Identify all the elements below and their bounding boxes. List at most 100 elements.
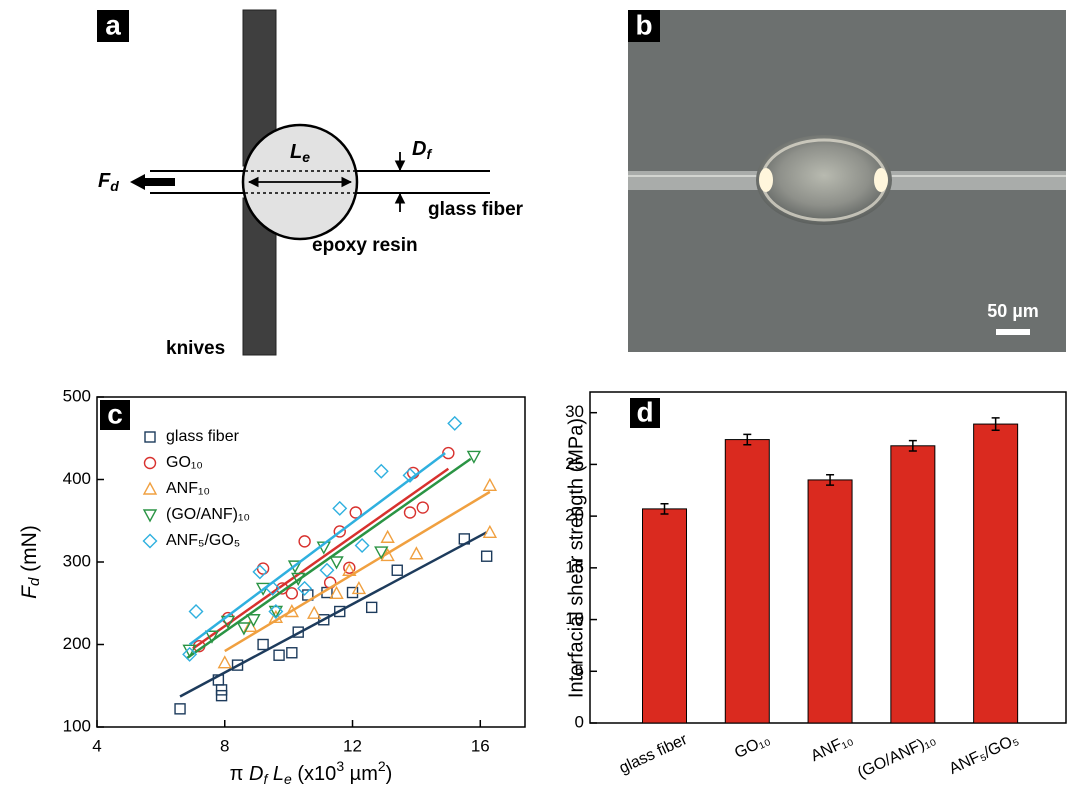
force-label: Fd	[98, 170, 119, 193]
panel-label-box	[628, 10, 660, 42]
marker	[215, 689, 228, 702]
marker	[215, 684, 228, 696]
x-tick-label: GO₁₀	[732, 731, 773, 762]
marker	[349, 506, 362, 519]
bar	[807, 479, 853, 724]
x-label-part: 3	[336, 758, 344, 774]
marker	[265, 580, 281, 596]
marker	[143, 456, 157, 470]
panel-label: b	[635, 9, 652, 40]
y-tick-label: 15	[565, 557, 584, 576]
legend-label: GO₁₀	[166, 454, 203, 471]
marker	[144, 431, 156, 443]
marker	[188, 604, 204, 619]
panel-label-box	[630, 398, 660, 428]
marker	[174, 703, 186, 715]
diameter-symbol: D	[412, 138, 426, 160]
y-tick-label: 30	[565, 402, 584, 421]
x-tick-label: ANF₅/GO₅	[947, 731, 1021, 778]
marker	[231, 659, 244, 671]
marker	[252, 564, 268, 580]
fit-line	[185, 457, 472, 660]
bar	[890, 445, 936, 724]
error-bar	[908, 439, 917, 452]
legend-label: (GO/ANF)₁₀	[166, 506, 250, 523]
marker	[480, 550, 493, 562]
marker	[142, 481, 158, 495]
marker	[217, 655, 232, 669]
y-tick-label: 0	[575, 712, 584, 731]
marker	[291, 572, 306, 586]
marker	[286, 647, 298, 659]
x-tick-label: 16	[471, 736, 490, 755]
scale-bar	[996, 329, 1030, 335]
x-tick-label: (GO/ANF)₁₀	[855, 731, 938, 782]
marker	[297, 580, 313, 596]
marker	[402, 467, 418, 483]
marker	[182, 646, 198, 662]
panel-a: a Le Fd Df glass fiber epoxy resin knive…	[97, 9, 524, 359]
y-label-part: (mN)	[18, 525, 41, 577]
droplet-glare	[759, 168, 773, 192]
marker	[246, 614, 261, 628]
legend-label: ANF₅/GO₅	[166, 532, 240, 549]
marker	[374, 546, 389, 560]
marker	[351, 580, 367, 595]
marker	[268, 605, 284, 619]
x-label-part: (x10	[292, 763, 336, 785]
error-bar	[743, 433, 752, 446]
marker	[447, 415, 463, 431]
marker	[204, 630, 220, 644]
y-tick-label: 300	[63, 551, 91, 570]
marker	[342, 562, 357, 576]
x-label-part: π	[230, 763, 249, 785]
marker	[458, 533, 471, 545]
marker	[482, 524, 498, 538]
length-subscript: e	[302, 149, 310, 165]
force-subscript: d	[110, 178, 119, 194]
y-tick-label: 400	[63, 469, 91, 488]
x-axis-label: π Df Le (x103 µm2)	[230, 758, 393, 787]
y-tick-label: 5	[575, 661, 584, 680]
panel-b: b 50 µm	[628, 9, 1066, 352]
fit-line	[224, 490, 491, 653]
y-tick-label: 100	[63, 716, 91, 735]
y-label-part: d	[26, 577, 43, 586]
force-arrow	[130, 174, 175, 190]
fit-line	[179, 531, 488, 698]
x-label-part: f	[263, 771, 269, 787]
bar	[724, 439, 770, 724]
marker	[365, 601, 378, 614]
marker	[482, 477, 498, 491]
droplet-image	[756, 135, 892, 225]
marker	[380, 547, 395, 562]
marker	[334, 605, 346, 618]
marker	[343, 561, 356, 574]
x-tick-label: glass fiber	[617, 731, 691, 778]
marker	[257, 638, 269, 651]
marker	[373, 463, 389, 479]
x-label-part: e	[284, 771, 292, 787]
bar	[973, 423, 1019, 724]
marker	[416, 501, 429, 514]
length-symbol: L	[290, 141, 302, 163]
marker	[318, 614, 330, 626]
panel-label: a	[105, 9, 121, 40]
legend-label: ANF₁₀	[166, 480, 210, 497]
y-tick-label: 20	[565, 506, 584, 525]
marker	[466, 450, 482, 464]
error-bar	[660, 502, 669, 515]
marker	[319, 562, 335, 578]
y-tick-label: 25	[565, 454, 584, 473]
panel-label: d	[636, 396, 653, 427]
diameter-label: Df	[412, 138, 432, 161]
marker	[142, 509, 158, 523]
droplet-glare	[874, 168, 888, 192]
y-axis-label: Interfacial shear strength (MPa)	[565, 418, 587, 698]
marker	[409, 546, 424, 560]
marker	[285, 587, 299, 600]
marker	[307, 605, 322, 619]
fit-line	[192, 467, 450, 650]
